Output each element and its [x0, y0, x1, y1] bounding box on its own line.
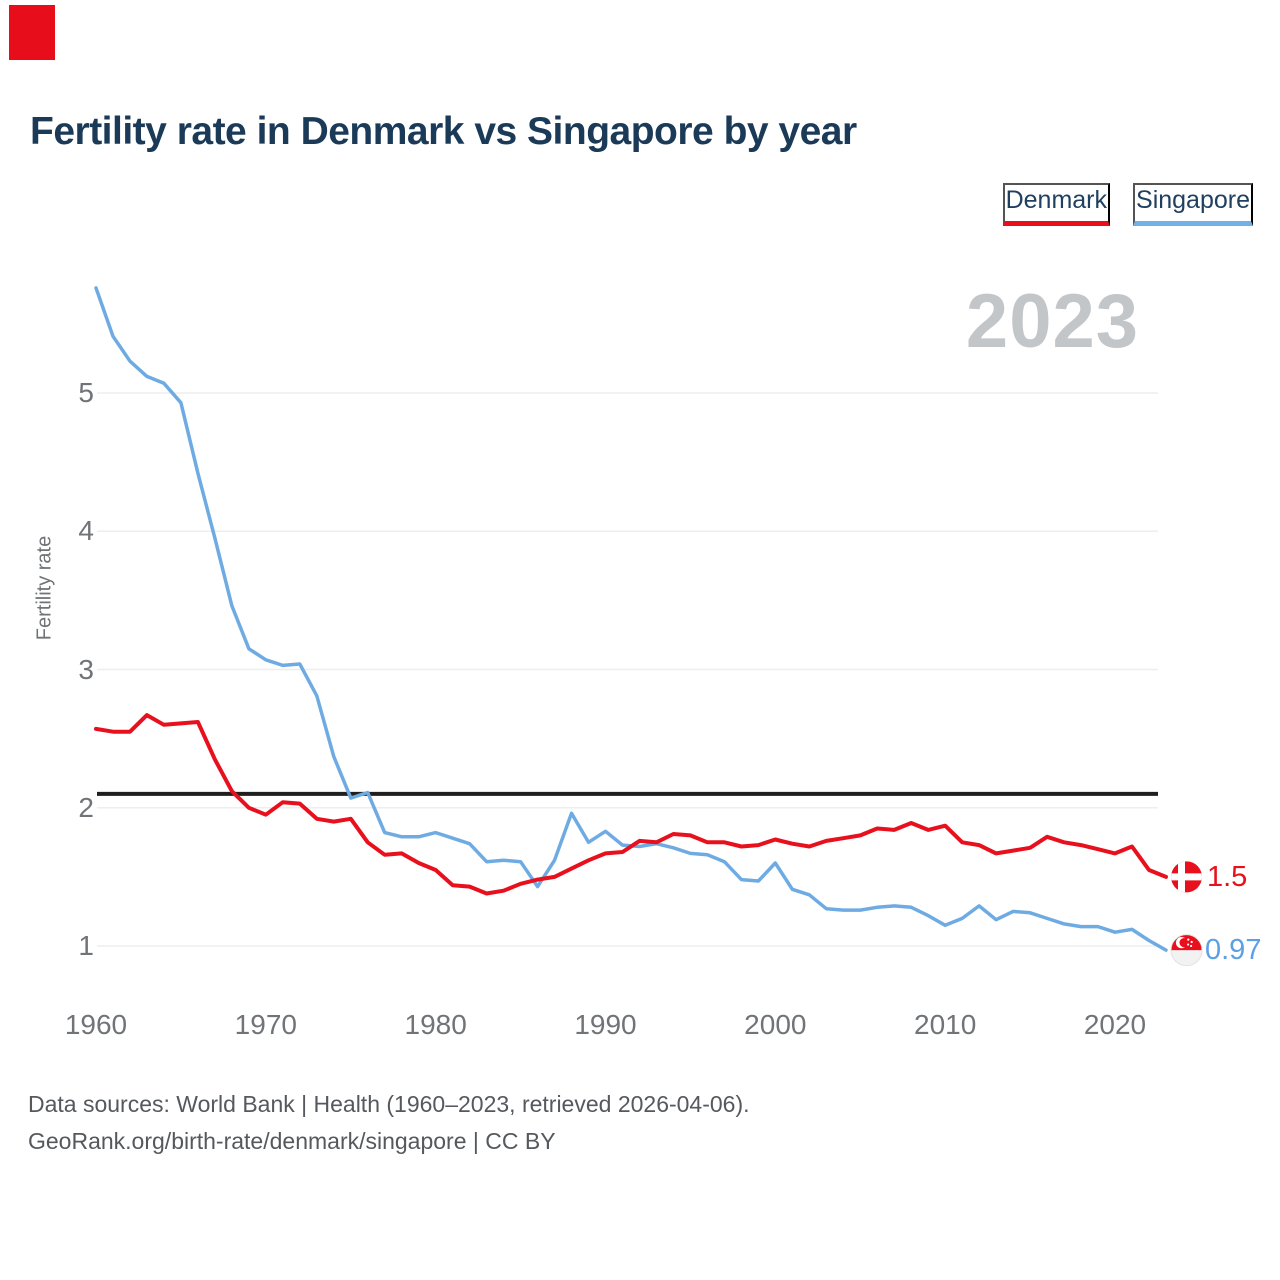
- y-tick-label: 1: [78, 930, 94, 961]
- legend-item-singapore[interactable]: Singapore: [1133, 183, 1253, 226]
- footer-attribution: GeoRank.org/birth-rate/denmark/singapore…: [28, 1128, 556, 1154]
- brand-logo-mark: [9, 5, 55, 60]
- legend: Denmark Singapore: [1002, 183, 1253, 226]
- x-tick-label: 1990: [574, 1009, 637, 1040]
- legend-item-denmark[interactable]: Denmark: [1002, 183, 1111, 226]
- footer-sources: Data sources: World Bank | Health (1960–…: [28, 1091, 750, 1117]
- singapore-end-value: 0.97: [1205, 934, 1262, 967]
- x-tick-label: 2010: [914, 1009, 977, 1040]
- gridlines: [97, 392, 1158, 947]
- data-series-lines: [94, 286, 1168, 952]
- x-tick-label: 1970: [234, 1009, 297, 1040]
- y-tick-label: 3: [78, 653, 94, 685]
- singapore-flag-icon: [1170, 934, 1203, 967]
- denmark-flag-icon: [1171, 861, 1202, 893]
- x-tick-label: 1960: [64, 1009, 128, 1040]
- x-tick-label: 2000: [744, 1009, 807, 1040]
- x-tick-label: 1980: [404, 1009, 467, 1040]
- y-tick-label: 2: [78, 791, 94, 823]
- y-tick-label: 4: [78, 515, 94, 547]
- denmark-end-value: 1.5: [1207, 860, 1248, 893]
- series-line-denmark: [94, 713, 1168, 896]
- x-tick-label: 2020: [1083, 1009, 1147, 1040]
- y-tick-label: 5: [78, 377, 94, 408]
- page-title: Fertility rate in Denmark vs Singapore b…: [30, 110, 857, 153]
- footer: Data sources: World Bank | Health (1960–…: [28, 1086, 750, 1160]
- year-watermark: 2023: [965, 279, 1139, 364]
